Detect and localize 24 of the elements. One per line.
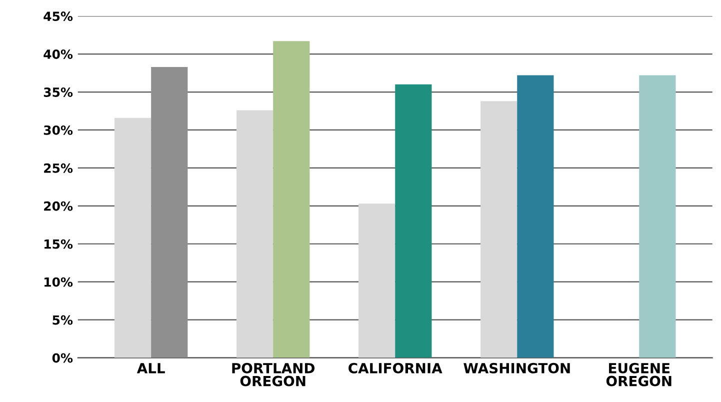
y-tick-label: 20% bbox=[44, 201, 73, 211]
y-tick-label: 0% bbox=[52, 353, 73, 363]
x-tick-label: CALIFORNIA bbox=[348, 362, 442, 374]
y-tick-label: 30% bbox=[44, 125, 73, 135]
y-tick-label: 40% bbox=[44, 50, 73, 59]
bar bbox=[236, 110, 274, 358]
bar bbox=[114, 118, 152, 358]
x-tick-label: WASHINGTON bbox=[464, 362, 570, 374]
x-tick-label: ALL bbox=[136, 363, 165, 374]
y-tick-label: 5% bbox=[52, 315, 73, 325]
bar bbox=[151, 66, 188, 358]
x-tick-label: EUGENE OREGON bbox=[606, 362, 672, 386]
y-tick-label: 45% bbox=[44, 12, 73, 22]
x-tick-label: PORTLAND OREGON bbox=[232, 362, 315, 386]
bar bbox=[480, 101, 518, 358]
bar bbox=[517, 75, 554, 358]
bar bbox=[273, 41, 310, 358]
bar bbox=[358, 204, 396, 358]
y-tick-label: 10% bbox=[44, 277, 73, 287]
y-tick-label: 25% bbox=[44, 163, 73, 173]
y-tick-label: 35% bbox=[44, 87, 73, 97]
bar bbox=[395, 84, 432, 358]
y-tick-label: 15% bbox=[44, 239, 73, 249]
bar bbox=[639, 75, 676, 358]
